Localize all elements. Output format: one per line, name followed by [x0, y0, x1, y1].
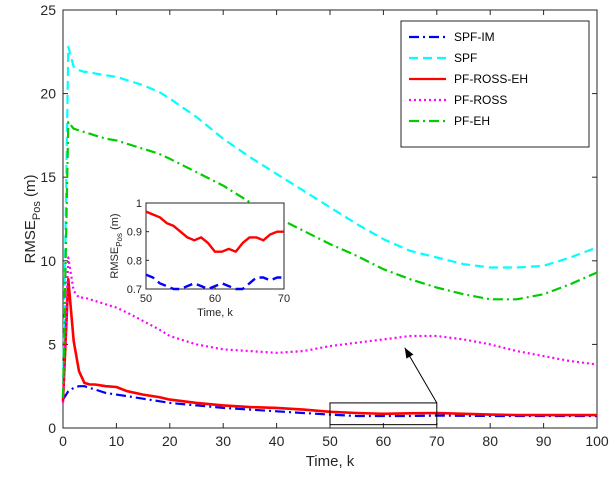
inset-y-axis-label: RMSEPos (m): [109, 213, 124, 278]
legend-label: PF-ROSS-EH: [454, 72, 528, 86]
y-tick-label: 0: [48, 420, 56, 436]
x-tick-label: 20: [162, 433, 178, 449]
x-tick-label: 0: [59, 433, 67, 449]
y-tick-label: 5: [48, 336, 56, 352]
zoom-annotation: [329, 347, 438, 426]
inset-y-tick-label: 0.7: [127, 284, 142, 296]
legend-label: SPF-IM: [454, 30, 495, 44]
inset-frame: [145, 202, 285, 290]
inset-y-tick-label: 0.9: [127, 227, 142, 239]
y-tick-label: 20: [40, 86, 56, 102]
inset-chart: 50 60 70 0.7 0.8 0.9 1 Time, k RMSEPos (m): [109, 198, 290, 319]
x-tick-label: 60: [376, 433, 392, 449]
y-tick-label: 15: [40, 169, 56, 185]
x-tick-label: 30: [215, 433, 231, 449]
inset-x-tick-label: 60: [209, 293, 221, 305]
inset-y-axis-label-main: RMSE: [109, 247, 121, 279]
x-tick-label: 10: [109, 433, 125, 449]
legend-label: SPF: [454, 51, 477, 65]
x-tick-label: 40: [269, 433, 285, 449]
legend-label: PF-ROSS: [454, 93, 507, 107]
y-axis-label-sub: Pos: [31, 201, 43, 220]
legend-label: PF-EH: [454, 114, 490, 128]
legend-box: [400, 20, 590, 148]
y-axis-label-unit: (m): [22, 175, 39, 202]
inset-x-tick-label: 50: [140, 293, 152, 305]
inset-x-tick-label: 70: [278, 293, 290, 305]
zoom-arrow: [404, 347, 438, 404]
series-line-pf-ross: [61, 256, 598, 403]
zoom-box: [329, 402, 438, 426]
series-line-pf-eh: [61, 120, 598, 398]
legend: SPF-IM SPF PF-ROSS-EH PF-ROSS PF-EH: [400, 20, 590, 148]
series-line-pf-ross-eh: [61, 277, 597, 417]
inset-x-axis-label: Time, k: [197, 307, 233, 319]
x-axis-label: Time, k: [306, 453, 355, 470]
x-tick-label: 80: [482, 433, 498, 449]
series-line-spf-im: [62, 385, 597, 418]
main-series-lines: [61, 45, 598, 418]
x-tick-label: 90: [536, 433, 552, 449]
inset-y-axis-label-unit: (m): [109, 213, 121, 233]
x-tick-label: 50: [322, 433, 338, 449]
y-tick-label: 25: [40, 2, 56, 18]
y-axis-label: RMSEPos (m): [22, 175, 43, 264]
x-tick-label: 70: [429, 433, 445, 449]
x-tick-label: 100: [585, 433, 609, 449]
inset-series-line-pf-ross-eh: [145, 210, 284, 253]
y-tick-label: 10: [40, 253, 56, 269]
zoom-arrow-head: [404, 347, 414, 359]
inset-y-tick-label: 1: [136, 198, 142, 210]
inset-y-tick-label: 0.8: [127, 255, 142, 267]
inset-y-axis-label-sub: Pos: [115, 233, 124, 247]
y-axis-label-main: RMSE: [22, 220, 39, 263]
